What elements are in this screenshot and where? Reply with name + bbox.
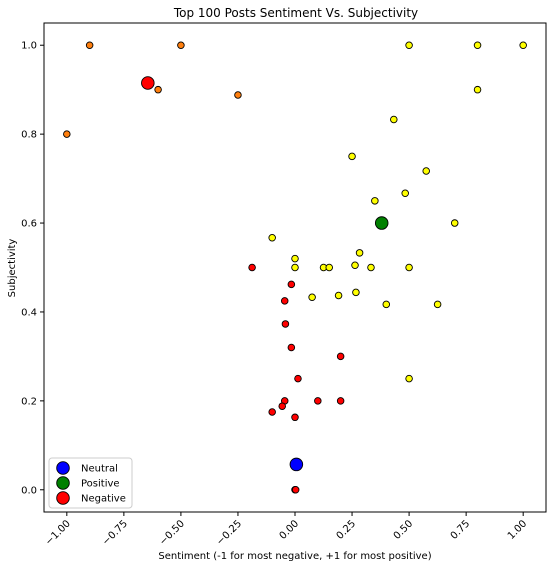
centroid-point (141, 76, 155, 90)
data-point (268, 233, 276, 242)
data-point (308, 293, 316, 302)
data-point (450, 219, 459, 227)
data-point (294, 374, 302, 383)
legend-marker (56, 461, 70, 475)
data-point (325, 263, 333, 272)
y-tick-label: 0.4 (21, 307, 37, 318)
x-tick-label: −0.50 (158, 518, 187, 547)
data-point (336, 352, 345, 361)
data-point (154, 85, 162, 94)
y-axis: 0.0 0.2 0.4 0.6 0.8 1.0 (21, 41, 44, 496)
data-point (291, 486, 300, 494)
legend-box (48, 457, 133, 509)
y-tick-label: 0.0 (21, 485, 37, 496)
y-tick-label: 0.2 (21, 396, 37, 407)
data-point (63, 130, 71, 138)
data-point (291, 254, 299, 263)
data-point (351, 261, 359, 270)
data-point (336, 397, 345, 405)
data-point (280, 297, 289, 305)
data-point (401, 189, 409, 198)
data-point (352, 288, 360, 297)
data-point (348, 152, 356, 161)
data-point (405, 41, 413, 49)
x-axis-label: Sentiment (-1 for most negative, +1 for … (158, 551, 431, 562)
data-point (390, 115, 398, 124)
x-tick-label: −0.25 (215, 518, 244, 547)
chart-title: Top 100 Posts Sentiment Vs. Subjectivity (173, 6, 418, 20)
data-point (291, 263, 299, 272)
data-point (268, 408, 276, 416)
data-point (367, 263, 375, 272)
x-tick-label: −0.75 (101, 518, 130, 547)
centroid-point (374, 216, 389, 230)
legend-label: Neutral (81, 464, 118, 475)
data-point (405, 374, 413, 383)
x-tick-label: −1.00 (43, 518, 72, 547)
data-point (355, 249, 364, 257)
legend-label: Positive (81, 479, 120, 490)
data-point (278, 402, 286, 410)
x-tick-label: 0.50 (392, 518, 416, 542)
data-point (382, 300, 391, 309)
data-point (287, 280, 296, 289)
data-point (177, 41, 185, 49)
data-point (334, 291, 343, 300)
data-point (473, 41, 482, 49)
data-point (422, 167, 430, 175)
x-tick-label: 1.00 (506, 518, 530, 542)
data-point (314, 397, 322, 405)
y-tick-label: 0.6 (21, 219, 37, 230)
data-point (371, 197, 379, 205)
legend-marker (56, 491, 70, 505)
centroid-point (289, 457, 304, 472)
y-axis-label: Subjectivity (7, 239, 18, 298)
x-tick-label: 0.75 (449, 518, 473, 542)
data-point (281, 320, 290, 328)
x-tick-label: 0.25 (335, 518, 359, 542)
data-point (473, 85, 482, 94)
data-point (234, 91, 242, 99)
data-point (287, 343, 296, 352)
y-tick-label: 0.8 (21, 130, 37, 141)
data-point (519, 41, 527, 49)
x-axis: −1.00 −0.75 −0.50 −0.25 0.00 0.25 0.50 0.75 1.00 (43, 512, 529, 548)
data-point (405, 263, 413, 272)
data-point (433, 300, 442, 309)
data-point (248, 263, 256, 272)
legend-marker (56, 476, 70, 490)
legend-label: Negative (81, 494, 126, 505)
y-tick-label: 1.0 (21, 41, 37, 52)
data-point (85, 41, 94, 49)
plot-area (63, 41, 527, 494)
legend: Neutral Positive Negative (48, 457, 133, 509)
data-point (291, 413, 299, 422)
x-tick-label: 0.00 (278, 518, 302, 542)
